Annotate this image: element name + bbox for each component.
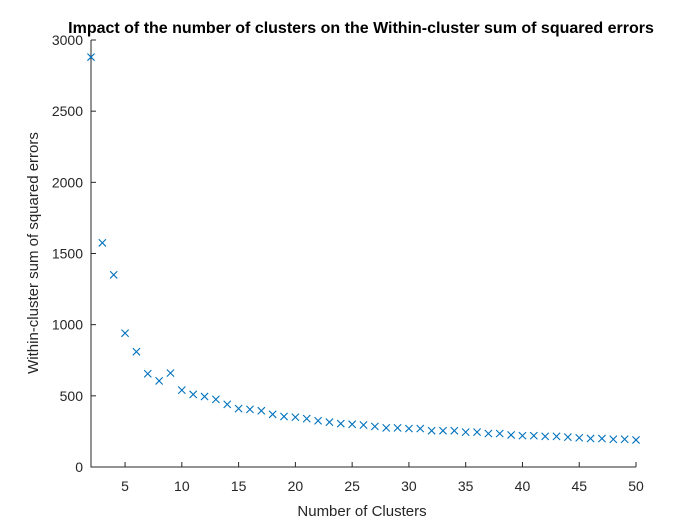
data-point — [291, 413, 300, 422]
y-tick-label: 2000 — [52, 174, 83, 190]
data-point — [132, 347, 141, 356]
x-tick-label: 25 — [344, 478, 360, 494]
data-point — [155, 376, 164, 385]
data-point — [507, 430, 516, 439]
data-point — [427, 426, 436, 435]
data-point — [223, 400, 232, 409]
data-point — [177, 386, 186, 395]
data-point — [473, 428, 482, 437]
data-point — [484, 429, 493, 438]
x-tick-label: 30 — [401, 478, 417, 494]
data-point — [245, 405, 254, 414]
data-point — [609, 435, 618, 444]
x-axis-label: Number of Clusters — [297, 503, 426, 520]
data-point — [586, 434, 595, 443]
data-point — [268, 410, 277, 419]
data-point — [211, 395, 220, 404]
data-point — [632, 435, 640, 444]
y-tick-label: 3000 — [52, 32, 83, 48]
data-point — [563, 433, 572, 442]
data-point — [575, 433, 584, 442]
x-tick-label: 10 — [174, 478, 190, 494]
y-tick-label: 500 — [60, 388, 84, 404]
data-point — [87, 53, 95, 62]
plot-area: 5 10 15 20 25 30 35 40 45 50 0 500 1000 1500 2000 2500… — [52, 32, 644, 494]
y-tick-label: 1000 — [52, 317, 83, 333]
data-point — [234, 404, 243, 413]
data-point — [518, 431, 527, 440]
data-point — [495, 429, 504, 438]
axes-frame — [90, 40, 636, 468]
data-point — [461, 428, 470, 437]
y-tick-label: 1500 — [52, 246, 83, 262]
x-tick-label: 15 — [231, 478, 247, 494]
chart-title: Impact of the number of clusters on the … — [68, 20, 654, 37]
data-point — [143, 369, 152, 378]
data-point — [121, 329, 130, 338]
y-axis-label: Within-cluster sum of squared errors — [25, 132, 42, 374]
data-point — [438, 426, 447, 435]
y-axis: 0 500 1000 1500 2000 2500 3000 — [52, 32, 96, 475]
x-tick-label: 45 — [571, 478, 587, 494]
data-point — [109, 270, 118, 279]
data-point — [280, 412, 289, 421]
y-tick-label: 0 — [75, 459, 83, 475]
x-tick-label: 5 — [121, 478, 129, 494]
data-point — [552, 432, 561, 441]
data-point — [416, 424, 425, 433]
data-point — [382, 423, 391, 432]
data-point — [189, 390, 198, 399]
data-point — [348, 420, 357, 429]
data-point — [450, 426, 459, 435]
data-point — [404, 424, 413, 433]
data-point — [98, 238, 107, 247]
data-point — [336, 419, 345, 428]
x-tick-label: 40 — [515, 478, 531, 494]
data-point — [166, 369, 175, 378]
data-series — [87, 53, 640, 444]
data-point — [359, 421, 368, 430]
data-point — [393, 423, 402, 432]
data-point — [370, 422, 379, 431]
y-tick-label: 2500 — [52, 103, 83, 119]
data-point — [200, 392, 209, 401]
data-point — [529, 431, 538, 440]
x-tick-label: 20 — [288, 478, 304, 494]
x-tick-label: 35 — [458, 478, 474, 494]
data-point — [325, 418, 334, 427]
data-point — [257, 406, 266, 415]
data-point — [302, 414, 311, 423]
data-point — [541, 432, 550, 441]
data-point — [620, 435, 629, 444]
x-tick-label: 50 — [628, 478, 644, 494]
x-axis: 5 10 15 20 25 30 35 40 45 50 — [121, 462, 644, 494]
data-point — [314, 416, 323, 425]
data-point — [597, 434, 606, 443]
